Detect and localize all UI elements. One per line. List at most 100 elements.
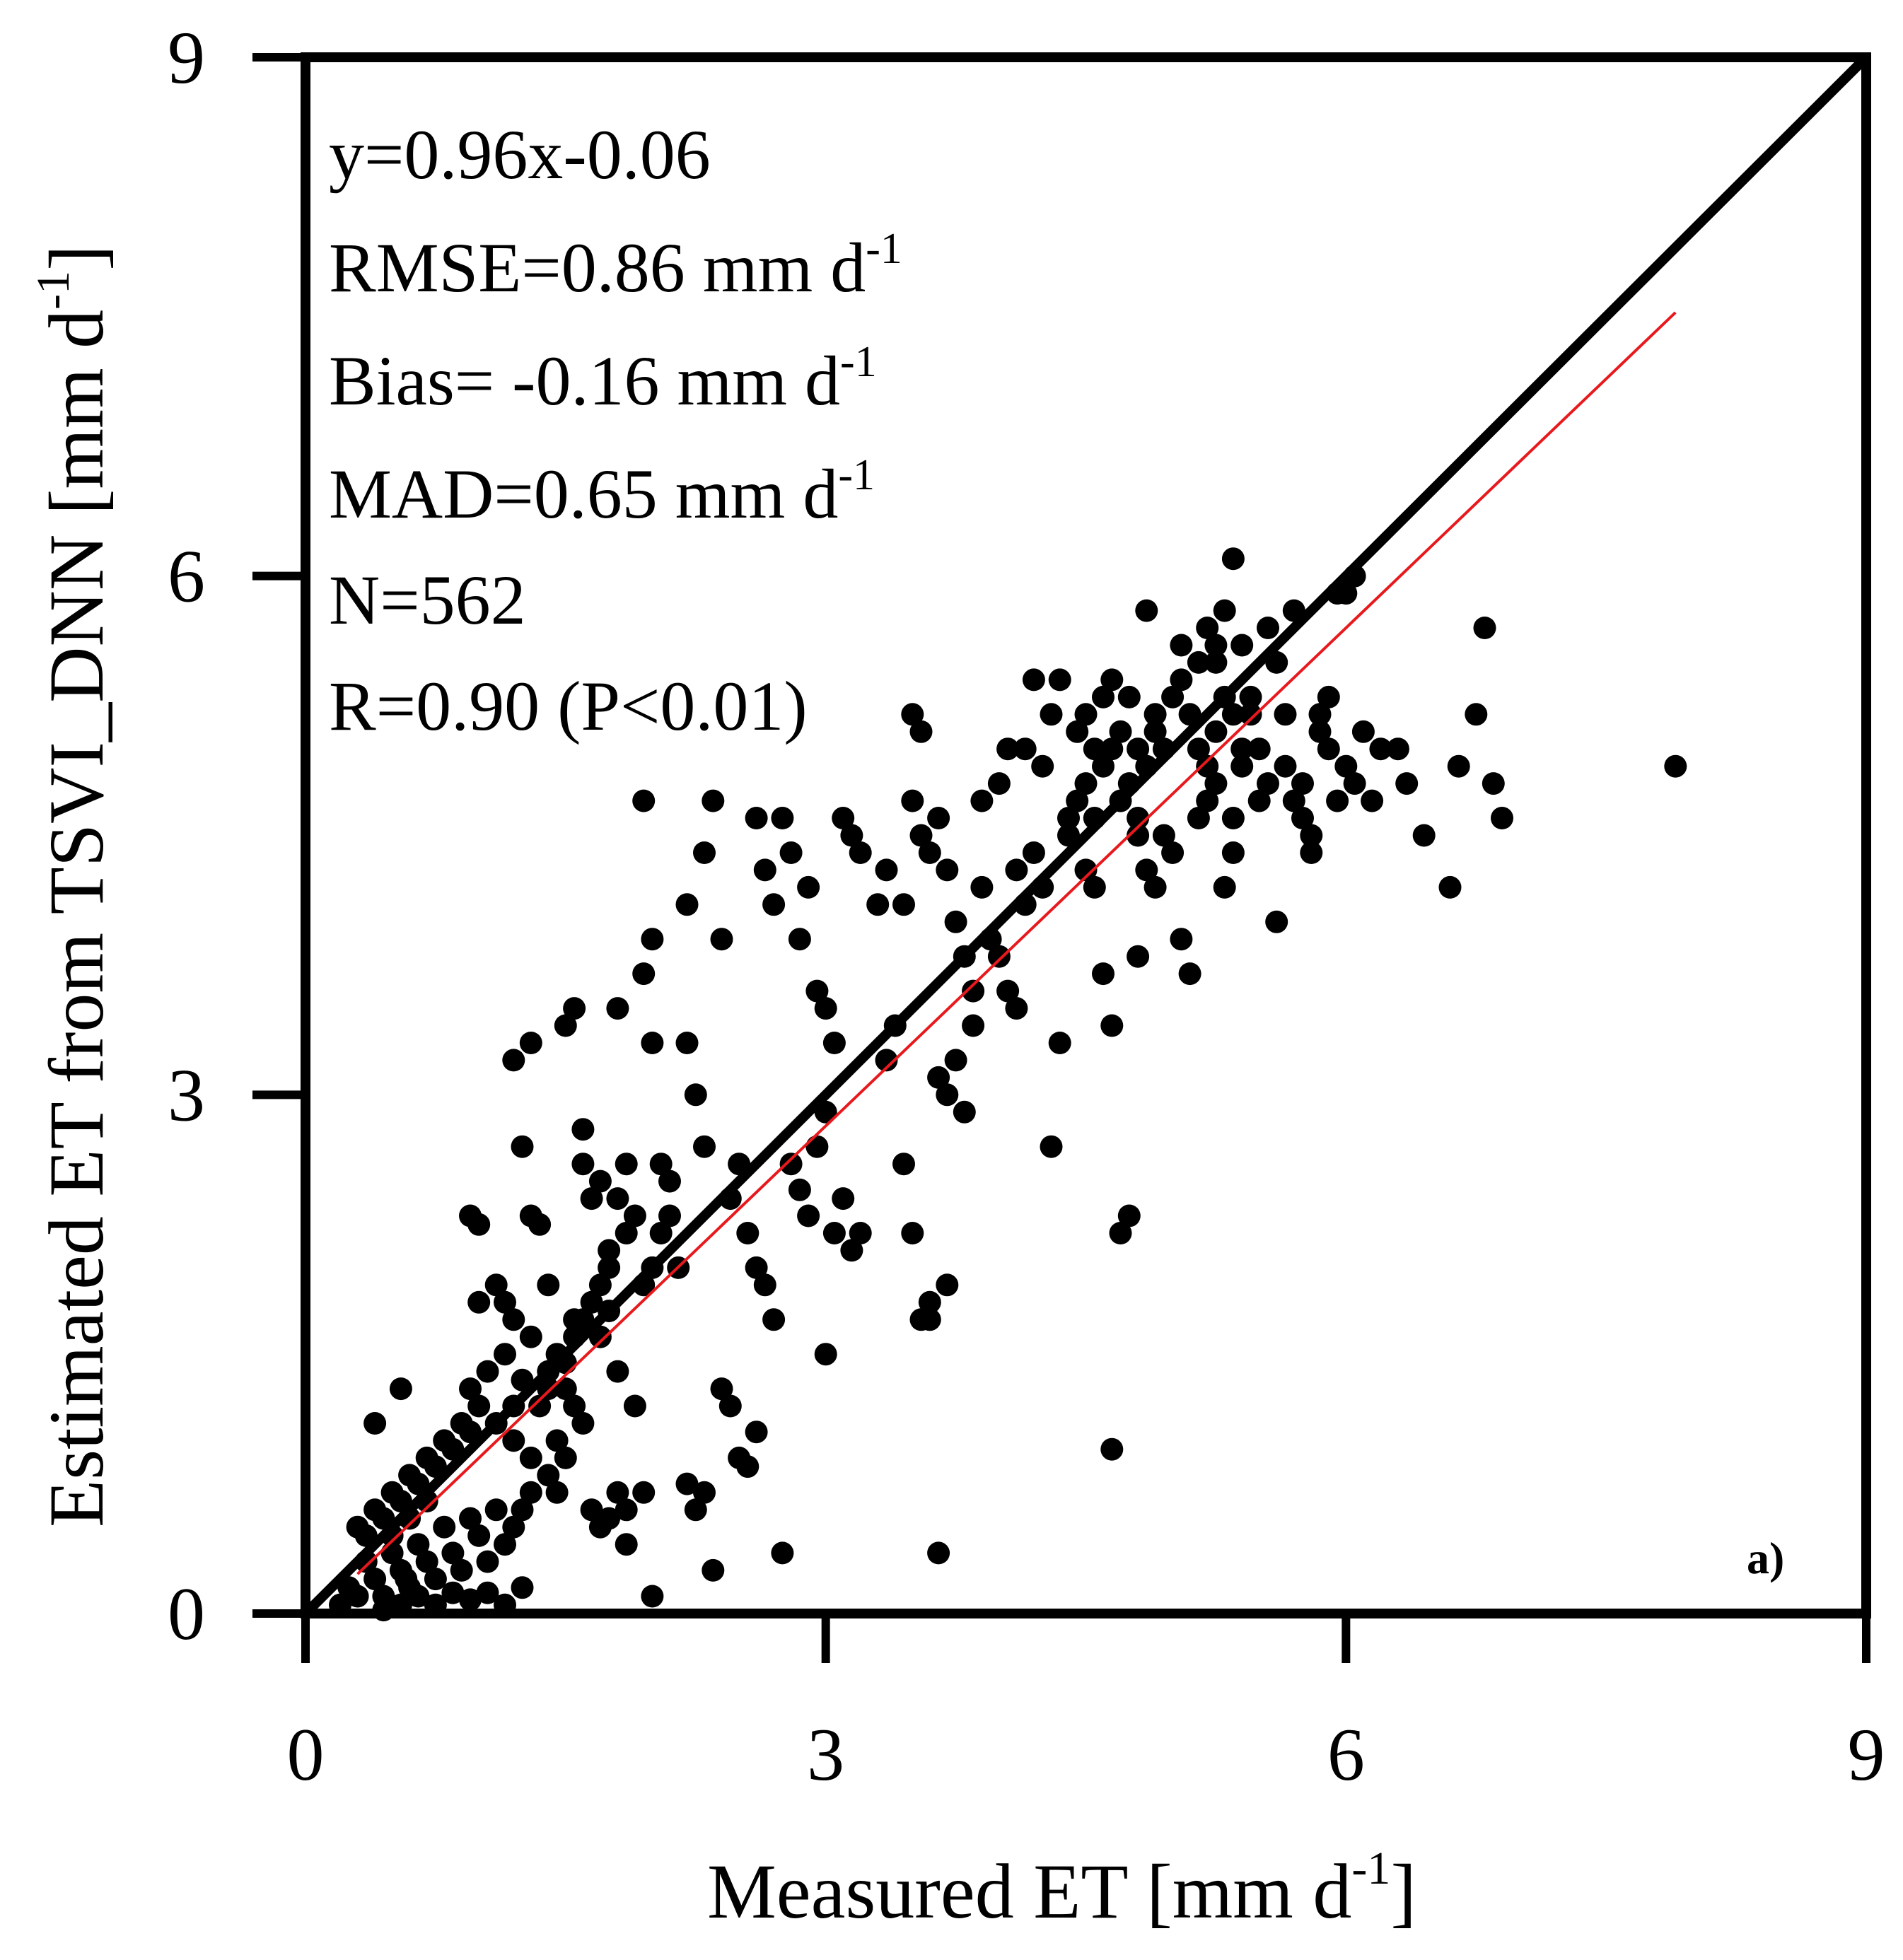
data-point-161 (909, 720, 933, 743)
data-point-78 (641, 1585, 664, 1608)
data-point-192 (1074, 772, 1098, 795)
data-point-111 (693, 1481, 716, 1504)
data-point-259 (1361, 789, 1384, 812)
data-point-49 (395, 1568, 418, 1591)
data-point-75 (606, 1360, 629, 1383)
data-point-16 (467, 1524, 491, 1547)
data-point-168 (918, 1308, 941, 1331)
data-point-83 (563, 1394, 586, 1418)
data-point-162 (927, 1066, 950, 1089)
data-point-101 (693, 841, 716, 864)
data-point-120 (745, 807, 768, 829)
data-point-151 (892, 893, 915, 916)
data-point-130 (779, 1153, 803, 1176)
data-point-186 (1022, 841, 1045, 864)
data-point-217 (1135, 858, 1158, 882)
data-point-179 (1057, 807, 1080, 829)
data-point-89 (615, 1498, 638, 1522)
data-point-133 (805, 1135, 829, 1158)
data-point-44 (459, 1588, 482, 1611)
data-point-84 (571, 1412, 595, 1435)
data-point-219 (1100, 1437, 1124, 1461)
data-point-135 (822, 1222, 846, 1244)
stats-box: y=0.96x-0.06 RMSE=0.86 mm d-1 Bias= -0.1… (329, 115, 902, 745)
data-point-291 (484, 1273, 508, 1297)
data-point-160 (901, 703, 924, 726)
x-tick-label-1: 3 (807, 1713, 844, 1796)
data-point-242 (1213, 599, 1236, 622)
n-text: N=562 (329, 561, 526, 639)
data-point-50 (363, 1412, 387, 1435)
data-point-207 (1127, 824, 1150, 847)
data-point-165 (953, 1100, 976, 1124)
data-point-174 (1013, 737, 1037, 761)
data-point-313 (476, 1360, 499, 1383)
data-point-289 (1127, 737, 1150, 761)
data-point-56 (511, 1135, 534, 1158)
data-point-60 (537, 1273, 560, 1297)
data-point-260 (1257, 617, 1279, 639)
data-point-43 (441, 1581, 465, 1604)
data-point-233 (1178, 962, 1201, 986)
data-point-97 (675, 1032, 699, 1054)
data-point-81 (545, 1481, 569, 1504)
data-point-121 (753, 858, 776, 882)
data-point-94 (649, 1153, 673, 1176)
data-point-286 (1187, 651, 1210, 674)
y-tick-label-2: 6 (168, 535, 205, 618)
data-point-122 (762, 893, 786, 916)
data-point-69 (615, 1222, 638, 1244)
data-point-253 (1308, 703, 1332, 726)
bias-text: Bias= -0.16 mm d-1 (329, 338, 877, 420)
data-point-275 (1447, 754, 1470, 778)
data-point-88 (606, 1481, 629, 1504)
data-point-285 (1204, 634, 1228, 657)
data-point-150 (875, 858, 898, 882)
data-point-225 (1196, 754, 1219, 778)
data-point-180 (970, 875, 994, 899)
data-point-164 (944, 1049, 967, 1072)
data-point-72 (571, 1153, 595, 1176)
data-point-300 (580, 1290, 603, 1314)
data-point-201 (1074, 703, 1098, 726)
ticks-layer: 0 3 6 9 0 3 6 9 (168, 16, 1885, 1796)
data-point-124 (779, 841, 803, 864)
data-point-54 (494, 1290, 516, 1314)
data-point-210 (1074, 858, 1098, 882)
data-point-218 (1143, 875, 1167, 899)
data-point-246 (1247, 737, 1271, 761)
data-point-59 (528, 1213, 552, 1236)
data-point-70 (554, 1014, 577, 1037)
data-point-9 (407, 1533, 430, 1556)
data-point-143 (866, 893, 890, 916)
data-point-68 (606, 997, 629, 1020)
data-point-142 (849, 841, 872, 864)
data-point-116 (736, 1455, 760, 1478)
data-point-155 (927, 807, 950, 829)
one-to-one-line (302, 54, 1870, 1617)
lines-layer (302, 54, 1870, 1617)
data-point-278 (1482, 772, 1505, 795)
data-point-55 (502, 1049, 525, 1072)
data-point-247 (1257, 772, 1279, 795)
data-point-257 (1343, 772, 1366, 795)
data-point-166 (936, 1273, 959, 1297)
data-point-195 (1100, 737, 1124, 761)
data-point-65 (580, 1187, 603, 1211)
data-point-57 (519, 1032, 542, 1054)
data-point-208 (1135, 599, 1158, 622)
data-point-279 (1491, 807, 1513, 829)
data-point-184 (1005, 997, 1028, 1020)
data-point-113 (710, 1377, 733, 1401)
data-point-18 (484, 1498, 508, 1522)
data-point-98 (684, 1083, 707, 1107)
data-point-14 (450, 1558, 473, 1582)
data-point-231 (1161, 841, 1185, 864)
x-tick-label-3: 9 (1848, 1713, 1885, 1796)
data-point-80 (537, 1464, 560, 1487)
data-point-154 (918, 841, 941, 864)
data-point-15 (459, 1507, 482, 1530)
data-point-266 (1308, 720, 1332, 743)
